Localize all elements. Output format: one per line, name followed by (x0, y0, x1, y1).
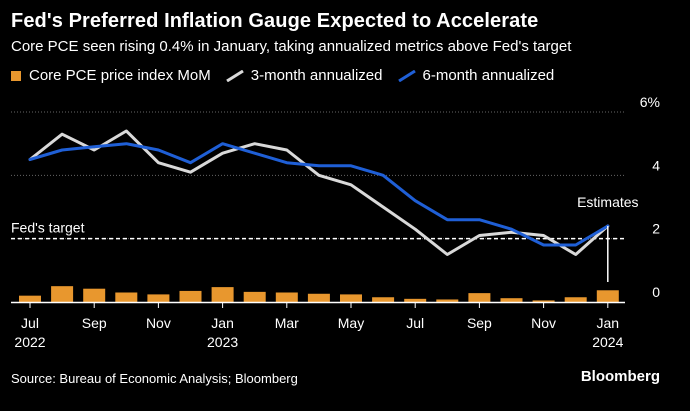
legend-item-6m: 6-month annualized (397, 67, 555, 84)
bar-mom (19, 295, 41, 302)
bar-mom (83, 288, 106, 302)
legend-item-mom: Core PCE price index MoM (11, 67, 211, 84)
bar-layer (19, 286, 619, 302)
x-tick-label: May (338, 315, 364, 331)
annotation-layer: Estimates (577, 194, 639, 282)
bar-mom (564, 297, 587, 302)
line-3-month (28, 129, 610, 256)
bar-mom (500, 298, 523, 302)
y-tick-label: 0 (652, 284, 660, 300)
bar-mom (147, 294, 170, 302)
bar-mom (372, 297, 395, 302)
x-tick-label: Jan (211, 315, 234, 331)
chart-title: Fed's Preferred Inflation Gauge Expected… (11, 10, 539, 32)
x-tick-label: Mar (275, 315, 299, 331)
bar-mom (468, 293, 491, 302)
legend-swatch-6m (397, 69, 416, 82)
legend-label-3m: 3-month annualized (250, 67, 383, 84)
bar-mom (243, 291, 266, 302)
legend-swatch-3m (225, 69, 244, 82)
bar-mom (596, 290, 619, 302)
x-tick-year: 2022 (14, 334, 45, 350)
bar-mom (404, 298, 427, 302)
bar-mom (307, 293, 330, 302)
legend-label-mom: Core PCE price index MoM (29, 67, 211, 84)
x-tick-label: Sep (467, 315, 492, 331)
bar-mom (275, 292, 298, 302)
legend-swatch-mom (11, 70, 21, 81)
y-tick-label: 4 (652, 157, 660, 173)
x-tick-year: 2024 (592, 334, 623, 350)
x-tick-label: Jan (597, 315, 620, 331)
y-tick-label: 2 (652, 221, 660, 237)
fed-target-label: Fed's target (11, 220, 85, 236)
x-tick-label: Nov (146, 315, 171, 331)
x-tick-label: Nov (531, 315, 556, 331)
estimates-label: Estimates (577, 194, 638, 210)
axis-layer: 0 2 4 6% Jul 2022 Sep Nov Jan 2023 Mar May Jul Sep Nov… (11, 94, 660, 350)
bar-mom (532, 300, 555, 302)
legend-item-3m: 3-month annualized (225, 67, 383, 84)
y-tick-label: 6% (640, 94, 660, 110)
bar-mom (51, 286, 74, 302)
line-layer (28, 129, 610, 256)
legend-label-6m: 6-month annualized (422, 67, 555, 84)
x-tick-label: Sep (82, 315, 107, 331)
x-tick-year: 2023 (207, 334, 238, 350)
bar-mom (115, 292, 138, 302)
x-tick-label: Jul (406, 315, 424, 331)
bar-mom (179, 290, 202, 302)
legend: Core PCE price index MoM 3-month annuali… (11, 67, 568, 84)
brand-logo: Bloomberg (580, 368, 660, 385)
chart-subtitle: Core PCE seen rising 0.4% in January, ta… (11, 38, 572, 55)
line-6-month (28, 142, 610, 247)
bar-mom (436, 299, 459, 302)
grid-layer: Fed's target (11, 111, 625, 240)
bar-mom (340, 294, 362, 302)
source-note: Source: Bureau of Economic Analysis; Blo… (11, 371, 298, 386)
bar-mom (211, 287, 234, 302)
x-tick-label: Jul (21, 315, 39, 331)
